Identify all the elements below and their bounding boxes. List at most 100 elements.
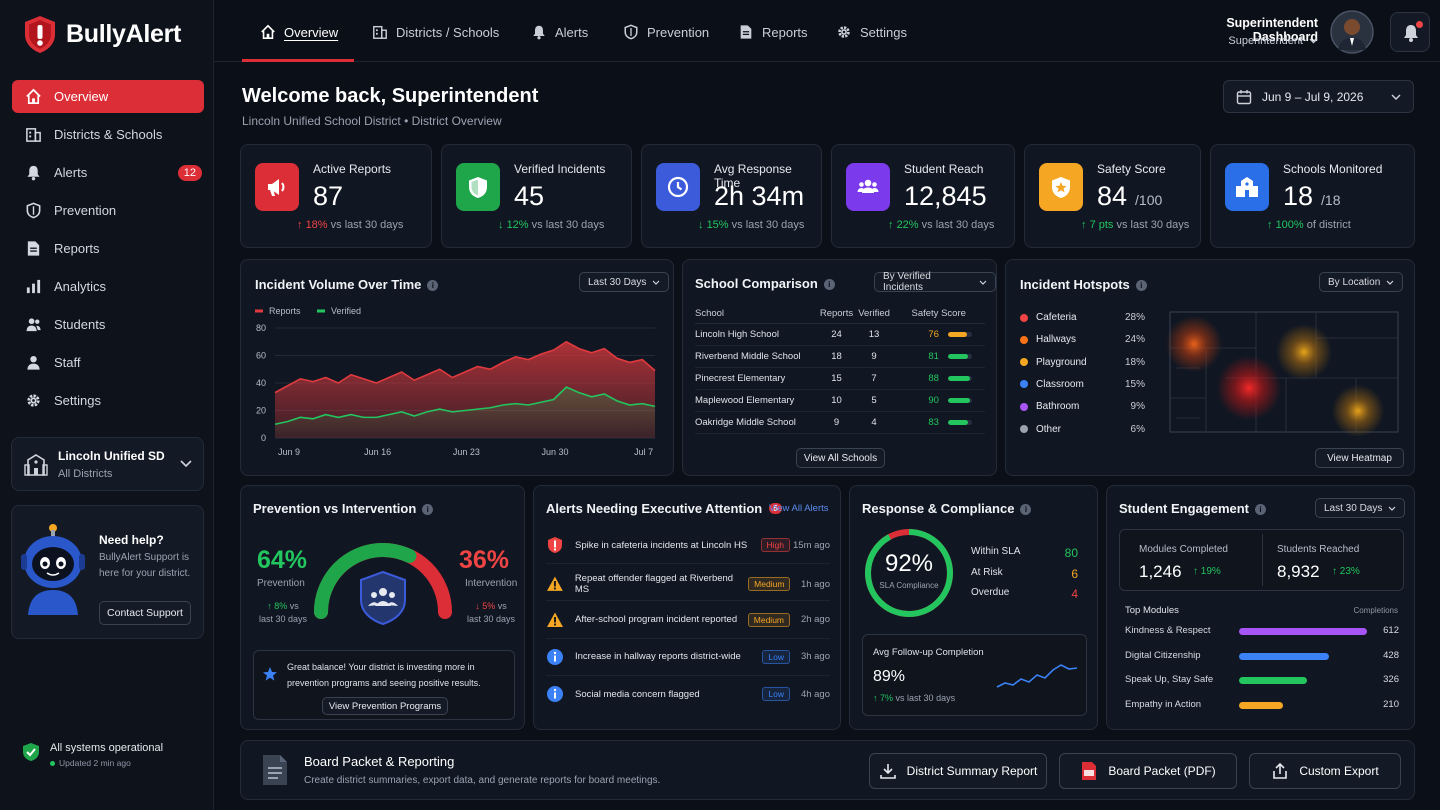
followup-box: Avg Follow-up Completion 89% ↑ 7% vs las… <box>862 634 1087 716</box>
kpi-card-safety-score[interactable]: Safety Score 84/100 ↑ 7 pts vs last 30 d… <box>1024 144 1201 248</box>
sidebar-item-alerts[interactable]: Alerts 12 <box>12 156 204 189</box>
info-icon[interactable]: i <box>427 280 439 291</box>
sidebar-item-reports[interactable]: Reports <box>12 232 204 265</box>
bell-icon <box>1404 25 1418 42</box>
info-icon[interactable]: i <box>422 504 434 515</box>
prevention-vs: vs <box>289 601 299 611</box>
table-row[interactable]: Oakridge Middle School 9 4 83 <box>695 411 985 434</box>
kpi-card-active-reports[interactable]: Active Reports 87 ↑ 18% vs last 30 days <box>240 144 432 248</box>
intervention-vs: vs <box>497 601 507 611</box>
view-all-schools-button[interactable]: View All Schools <box>796 448 885 468</box>
module-row[interactable]: Empathy in Action 210 <box>1125 699 1399 710</box>
board-card: Board Packet & Reporting Create district… <box>240 740 1415 800</box>
role-selector[interactable]: Superintendent <box>1160 35 1318 47</box>
sidebar-item-analytics[interactable]: Analytics <box>12 270 204 303</box>
table-row[interactable]: Maplewood Elementary 10 5 90 <box>695 389 985 412</box>
score-bar <box>948 353 973 359</box>
hotspot-pct: 6% <box>1130 423 1145 435</box>
date-range-picker[interactable]: Jun 9 – Jul 9, 2026 <box>1223 80 1414 113</box>
severity-badge: Medium <box>748 577 791 592</box>
shield-icon <box>24 202 42 220</box>
module-row[interactable]: Kindness & Respect 612 <box>1125 625 1399 636</box>
col-reports: Reports <box>817 304 856 324</box>
engagement-title-text: Student Engagement <box>1119 501 1250 516</box>
view-heatmap-button[interactable]: View Heatmap <box>1315 448 1404 468</box>
hotspot-item[interactable]: Playground 18% <box>1020 357 1145 368</box>
legend-dot <box>1020 358 1028 367</box>
board-packet-pdf-button[interactable]: Board Packet (PDF) <box>1059 753 1237 789</box>
up-arrow-icon: ↑ <box>873 693 878 703</box>
tab-label: Prevention <box>647 24 710 40</box>
view-all-alerts-link[interactable]: View All Alerts <box>769 503 829 514</box>
logo[interactable]: BullyAlert <box>22 14 181 54</box>
module-label: Digital Citizenship <box>1125 649 1201 661</box>
alert-item[interactable]: Spike in cafeteria incidents at Lincoln … <box>546 536 830 554</box>
alert-shield-icon <box>548 537 562 553</box>
school-score-value: 83 <box>928 417 939 428</box>
divider <box>546 674 830 676</box>
district-summary-button[interactable]: District Summary Report <box>869 753 1047 789</box>
hotspot-item[interactable]: Hallways 24% <box>1020 334 1145 345</box>
alert-item[interactable]: Social media concern flagged Low 4h ago <box>546 685 830 703</box>
intervention-label: Intervention <box>465 578 518 589</box>
info-icon[interactable]: i <box>1135 280 1147 291</box>
hotspot-item[interactable]: Bathroom 9% <box>1020 401 1145 412</box>
tab-alerts[interactable]: Alerts <box>531 24 588 40</box>
table-row[interactable]: Lincoln High School 24 13 76 <box>695 323 985 346</box>
student-reach-icon <box>846 163 890 211</box>
school-comparison-title-text: School Comparison <box>695 276 818 291</box>
sidebar-item-prevention[interactable]: Prevention <box>12 194 204 227</box>
kpi-change-note: vs last 30 days <box>531 219 605 231</box>
kpi-card-schools-monitored[interactable]: Schools Monitored 18/18 ↑ 100% of distri… <box>1210 144 1415 248</box>
sidebar-item-settings[interactable]: Settings <box>12 384 204 417</box>
hotspots-title-text: Incident Hotspots <box>1020 277 1130 292</box>
table-row[interactable]: Pinecrest Elementary 15 7 88 <box>695 367 985 390</box>
table-row[interactable]: Riverbend Middle School 18 9 81 <box>695 345 985 368</box>
custom-export-button[interactable]: Custom Export <box>1249 753 1401 789</box>
info-icon[interactable]: i <box>1020 504 1032 515</box>
school-filter-dropdown[interactable]: By Verified Incidents <box>874 271 996 293</box>
up-arrow-icon: ↑ <box>1267 219 1273 231</box>
kpi-card-verified-incidents[interactable]: Verified Incidents 45 ↓ 12% vs last 30 d… <box>441 144 632 248</box>
alert-text: Social media concern flagged <box>575 688 700 700</box>
tab-settings[interactable]: Settings <box>836 24 907 40</box>
hotspot-item[interactable]: Cafeteria 28% <box>1020 312 1145 323</box>
alert-item[interactable]: Increase in hallway reports district-wid… <box>546 648 830 666</box>
avatar[interactable] <box>1330 10 1374 54</box>
alert-item[interactable]: After-school program incident reported M… <box>546 611 830 629</box>
tab-districts-schools[interactable]: Districts / Schools <box>372 24 499 40</box>
hotspot-item[interactable]: Other 6% <box>1020 424 1145 435</box>
kpi-change-note: of district <box>1306 219 1351 231</box>
kpi-card-avg-response-time[interactable]: Avg Response Time 2h 34m ↓ 15% vs last 3… <box>641 144 822 248</box>
sidebar-item-districts-schools[interactable]: Districts & Schools <box>12 118 204 151</box>
tab-reports[interactable]: Reports <box>738 24 808 40</box>
sidebar-item-students[interactable]: Students <box>12 308 204 341</box>
module-bar <box>1239 628 1367 635</box>
home-icon <box>261 24 275 40</box>
alert-item[interactable]: Repeat offender flagged at Riverbend MS … <box>546 573 830 595</box>
hotspots-filter-dropdown[interactable]: By Location <box>1319 272 1404 292</box>
gear-icon <box>838 26 850 38</box>
tab-overview[interactable]: Overview <box>260 24 338 40</box>
module-row[interactable]: Digital Citizenship 428 <box>1125 650 1399 661</box>
school-verified: 13 <box>855 323 893 346</box>
contact-support-button[interactable]: Contact Support <box>99 601 191 625</box>
view-prevention-programs-button[interactable]: View Prevention Programs <box>322 697 448 715</box>
kpi-value: 2h 34m <box>714 181 804 212</box>
sidebar-item-overview[interactable]: Overview <box>12 80 204 113</box>
users-icon <box>368 588 398 606</box>
tab-prevention[interactable]: Prevention <box>623 24 709 40</box>
hotspot-item[interactable]: Classroom 15% <box>1020 379 1145 390</box>
incident-range-dropdown[interactable]: Last 30 Days <box>579 272 670 292</box>
hotspots-filter-text: By Location <box>1328 276 1381 288</box>
down-arrow-icon: ↓ <box>498 219 504 231</box>
info-icon[interactable]: i <box>823 279 835 290</box>
district-selector[interactable]: Lincoln Unified SD All Districts <box>11 437 204 491</box>
notification-button[interactable] <box>1390 12 1430 52</box>
engagement-range-dropdown[interactable]: Last 30 Days <box>1315 498 1406 518</box>
kpi-card-student-reach[interactable]: Student Reach 12,845 ↑ 22% vs last 30 da… <box>831 144 1015 248</box>
sidebar-item-staff[interactable]: Staff <box>12 346 204 379</box>
module-row[interactable]: Speak Up, Stay Safe 326 <box>1125 674 1399 685</box>
info-icon[interactable]: i <box>1255 504 1267 515</box>
school-name: Lincoln High School <box>695 323 818 346</box>
